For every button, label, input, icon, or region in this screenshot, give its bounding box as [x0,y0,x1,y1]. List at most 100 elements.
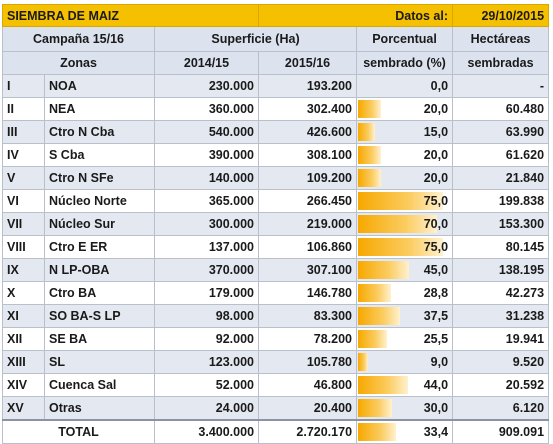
total-percent-cell[interactable]: 33,4 [356,419,454,444]
surface-2014-cell[interactable]: 230.000 [153,74,260,98]
year1-header[interactable]: 2014/15 [153,51,260,75]
zone-name-cell[interactable]: Ctro E ER [44,235,155,259]
surface-2015-cell[interactable]: 109.200 [258,166,358,190]
surface-2014-cell[interactable]: 92.000 [153,327,260,351]
date-label[interactable]: Datos al: [258,4,454,27]
hectares-header-line2[interactable]: sembradas [452,51,550,75]
zone-id-cell[interactable]: V [2,166,45,190]
hectares-sown-cell[interactable]: - [452,74,550,98]
sheet-title[interactable]: SIEMBRA DE MAIZ [1,4,260,27]
zone-name-cell[interactable]: NOA [44,74,155,98]
zone-name-cell[interactable]: Ctro BA [44,281,155,305]
hectares-sown-cell[interactable]: 31.238 [452,304,550,328]
percent-sown-cell[interactable]: 9,0 [356,350,454,374]
percent-sown-cell[interactable]: 44,0 [356,373,454,397]
total-label[interactable]: TOTAL [2,419,155,444]
hectares-sown-cell[interactable]: 42.273 [452,281,550,305]
surface-2014-cell[interactable]: 137.000 [153,235,260,259]
percent-sown-cell[interactable]: 15,0 [356,120,454,144]
zone-name-cell[interactable]: Ctro N Cba [44,120,155,144]
hectares-sown-cell[interactable]: 199.838 [452,189,550,213]
surface-header[interactable]: Superficie (Ha) [153,26,358,52]
zones-header[interactable]: Zonas [2,51,155,75]
hectares-sown-cell[interactable]: 61.620 [452,143,550,167]
total-surface-2015[interactable]: 2.720.170 [258,419,358,444]
surface-2015-cell[interactable]: 20.400 [258,396,358,421]
zone-id-cell[interactable]: III [2,120,45,144]
zone-id-cell[interactable]: IV [2,143,45,167]
percent-header-line1[interactable]: Porcentual [356,26,454,52]
zone-id-cell[interactable]: XII [2,327,45,351]
surface-2015-cell[interactable]: 105.780 [258,350,358,374]
year2-header[interactable]: 2015/16 [258,51,358,75]
surface-2015-cell[interactable]: 146.780 [258,281,358,305]
surface-2015-cell[interactable]: 308.100 [258,143,358,167]
zone-name-cell[interactable]: Ctro N SFe [44,166,155,190]
zone-name-cell[interactable]: SL [44,350,155,374]
percent-sown-cell[interactable]: 0,0 [356,74,454,98]
surface-2015-cell[interactable]: 426.600 [258,120,358,144]
hectares-sown-cell[interactable]: 9.520 [452,350,550,374]
zone-name-cell[interactable]: Núcleo Sur [44,212,155,236]
zone-name-cell[interactable]: SE BA [44,327,155,351]
hectares-sown-cell[interactable]: 63.990 [452,120,550,144]
date-value[interactable]: 29/10/2015 [452,4,550,27]
surface-2014-cell[interactable]: 390.000 [153,143,260,167]
surface-2014-cell[interactable]: 140.000 [153,166,260,190]
percent-sown-cell[interactable]: 20,0 [356,143,454,167]
percent-sown-cell[interactable]: 28,8 [356,281,454,305]
total-hectares-sown[interactable]: 909.091 [452,419,550,444]
surface-2014-cell[interactable]: 123.000 [153,350,260,374]
zone-id-cell[interactable]: VI [2,189,45,213]
surface-2015-cell[interactable]: 266.450 [258,189,358,213]
surface-2015-cell[interactable]: 46.800 [258,373,358,397]
surface-2014-cell[interactable]: 179.000 [153,281,260,305]
zone-name-cell[interactable]: SO BA-S LP [44,304,155,328]
hectares-sown-cell[interactable]: 153.300 [452,212,550,236]
hectares-sown-cell[interactable]: 19.941 [452,327,550,351]
percent-sown-cell[interactable]: 25,5 [356,327,454,351]
hectares-sown-cell[interactable]: 138.195 [452,258,550,282]
zone-name-cell[interactable]: N LP-OBA [44,258,155,282]
zone-id-cell[interactable]: VIII [2,235,45,259]
surface-2015-cell[interactable]: 193.200 [258,74,358,98]
percent-sown-cell[interactable]: 75,0 [356,235,454,259]
zone-id-cell[interactable]: XIII [2,350,45,374]
percent-sown-cell[interactable]: 75,0 [356,189,454,213]
zone-id-cell[interactable]: XI [2,304,45,328]
surface-2014-cell[interactable]: 52.000 [153,373,260,397]
surface-2014-cell[interactable]: 370.000 [153,258,260,282]
zone-id-cell[interactable]: IX [2,258,45,282]
percent-sown-cell[interactable]: 70,0 [356,212,454,236]
surface-2014-cell[interactable]: 365.000 [153,189,260,213]
hectares-sown-cell[interactable]: 20.592 [452,373,550,397]
surface-2014-cell[interactable]: 300.000 [153,212,260,236]
surface-2015-cell[interactable]: 307.100 [258,258,358,282]
hectares-sown-cell[interactable]: 21.840 [452,166,550,190]
percent-header-line2[interactable]: sembrado (%) [356,51,454,75]
surface-2014-cell[interactable]: 540.000 [153,120,260,144]
surface-2014-cell[interactable]: 98.000 [153,304,260,328]
surface-2015-cell[interactable]: 83.300 [258,304,358,328]
campaign-header[interactable]: Campaña 15/16 [2,26,155,52]
zone-id-cell[interactable]: VII [2,212,45,236]
zone-name-cell[interactable]: Otras [44,396,155,421]
surface-2015-cell[interactable]: 78.200 [258,327,358,351]
zone-id-cell[interactable]: XIV [2,373,45,397]
hectares-header-line1[interactable]: Hectáreas [452,26,550,52]
percent-sown-cell[interactable]: 20,0 [356,97,454,121]
percent-sown-cell[interactable]: 20,0 [356,166,454,190]
zone-name-cell[interactable]: NEA [44,97,155,121]
zone-id-cell[interactable]: II [2,97,45,121]
zone-id-cell[interactable]: I [2,74,45,98]
zone-name-cell[interactable]: S Cba [44,143,155,167]
percent-sown-cell[interactable]: 37,5 [356,304,454,328]
surface-2014-cell[interactable]: 24.000 [153,396,260,421]
total-surface-2014[interactable]: 3.400.000 [153,419,260,444]
percent-sown-cell[interactable]: 45,0 [356,258,454,282]
surface-2015-cell[interactable]: 302.400 [258,97,358,121]
zone-name-cell[interactable]: Cuenca Sal [44,373,155,397]
percent-sown-cell[interactable]: 30,0 [356,396,454,421]
hectares-sown-cell[interactable]: 60.480 [452,97,550,121]
surface-2015-cell[interactable]: 106.860 [258,235,358,259]
